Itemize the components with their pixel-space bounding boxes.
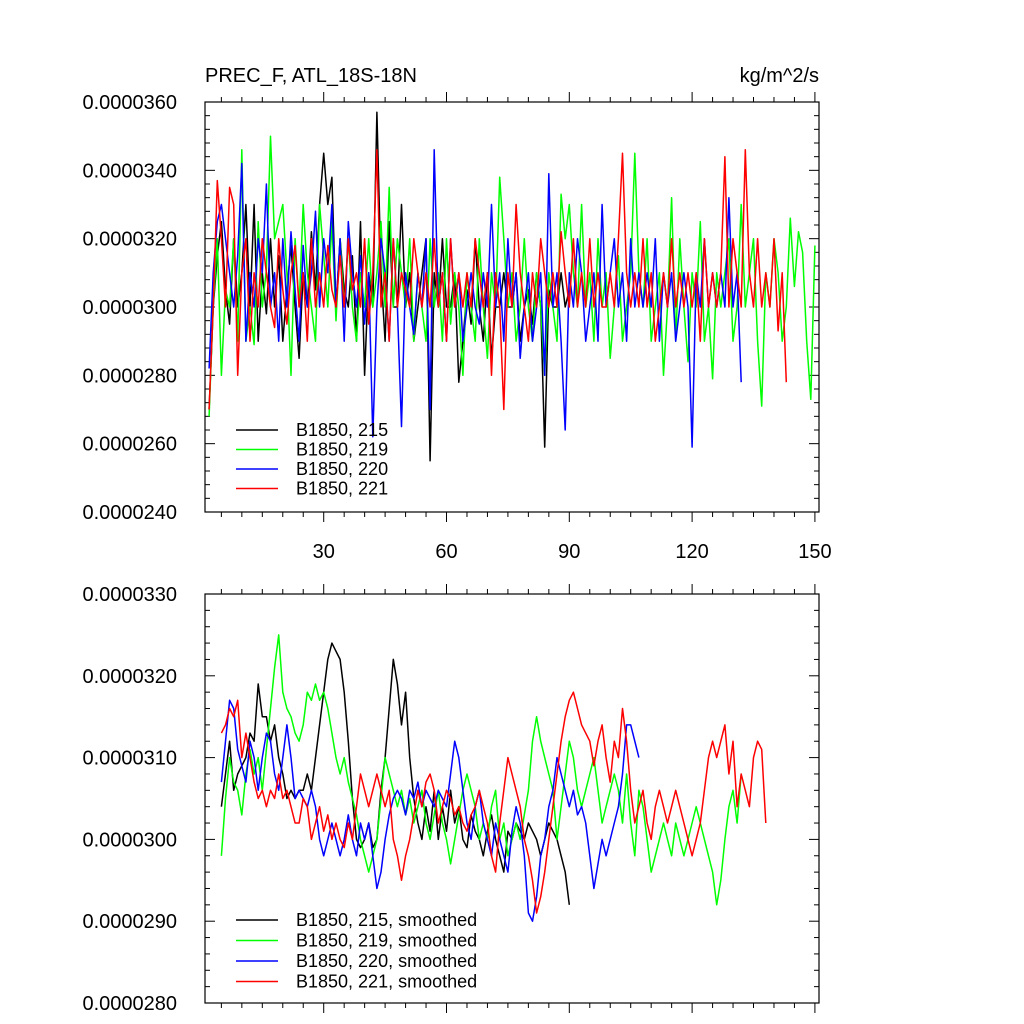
legend-label: B1850, 219, smoothed xyxy=(296,931,477,951)
x-tick-label: 30 xyxy=(313,541,335,563)
chart-title: PREC_F, ATL_18S-18N xyxy=(205,65,417,87)
series-line-2 xyxy=(208,135,816,417)
panel-smoothed: 0.0000280 0.0000290 0.0000300 0.0000310 0.00… xyxy=(82,584,820,1015)
y-tick-label: 0.0000360 xyxy=(82,92,177,114)
x-tick-label: 150 xyxy=(798,541,831,563)
y-tick-label: 0.0000320 xyxy=(82,229,177,251)
legend-label: B1850, 219 xyxy=(296,440,388,460)
y-tick-label: 0.0000280 xyxy=(82,993,177,1015)
y-tick-label: 0.0000330 xyxy=(82,584,177,606)
legend-label: B1850, 215, smoothed xyxy=(296,910,477,930)
legend-label: B1850, 220 xyxy=(296,459,388,479)
series-line-3 xyxy=(220,699,640,922)
panel-raw: 0.0000240 0.0000260 0.0000280 0.0000300 0.00… xyxy=(82,65,831,563)
x-tick-label: 120 xyxy=(675,541,708,563)
y-tick-label: 0.0000260 xyxy=(82,434,177,456)
x-tick-label: 90 xyxy=(558,541,580,563)
legend-label: B1850, 220, smoothed xyxy=(296,951,477,971)
y-tick-label: 0.0000340 xyxy=(82,160,177,182)
series-line-4 xyxy=(220,691,767,914)
y-tick-label: 0.0000280 xyxy=(82,365,177,387)
x-tick-label: 60 xyxy=(435,541,457,563)
legend-label: B1850, 215 xyxy=(296,420,388,440)
legend-label: B1850, 221, smoothed xyxy=(296,972,477,992)
series-line-4 xyxy=(208,149,788,411)
y-tick-label: 0.0000310 xyxy=(82,748,177,770)
series-line-2 xyxy=(220,634,742,906)
y-tick-label: 0.0000300 xyxy=(82,829,177,851)
y-tick-label: 0.0000240 xyxy=(82,502,177,524)
y-tick-label: 0.0000300 xyxy=(82,297,177,319)
y-tick-label: 0.0000320 xyxy=(82,666,177,688)
plot-frame xyxy=(204,593,820,1004)
legend-label: B1850, 221 xyxy=(296,479,388,499)
series-line-1 xyxy=(208,111,571,462)
y-tick-label: 0.0000290 xyxy=(82,911,177,933)
chart-units: kg/m^2/s xyxy=(740,65,819,87)
